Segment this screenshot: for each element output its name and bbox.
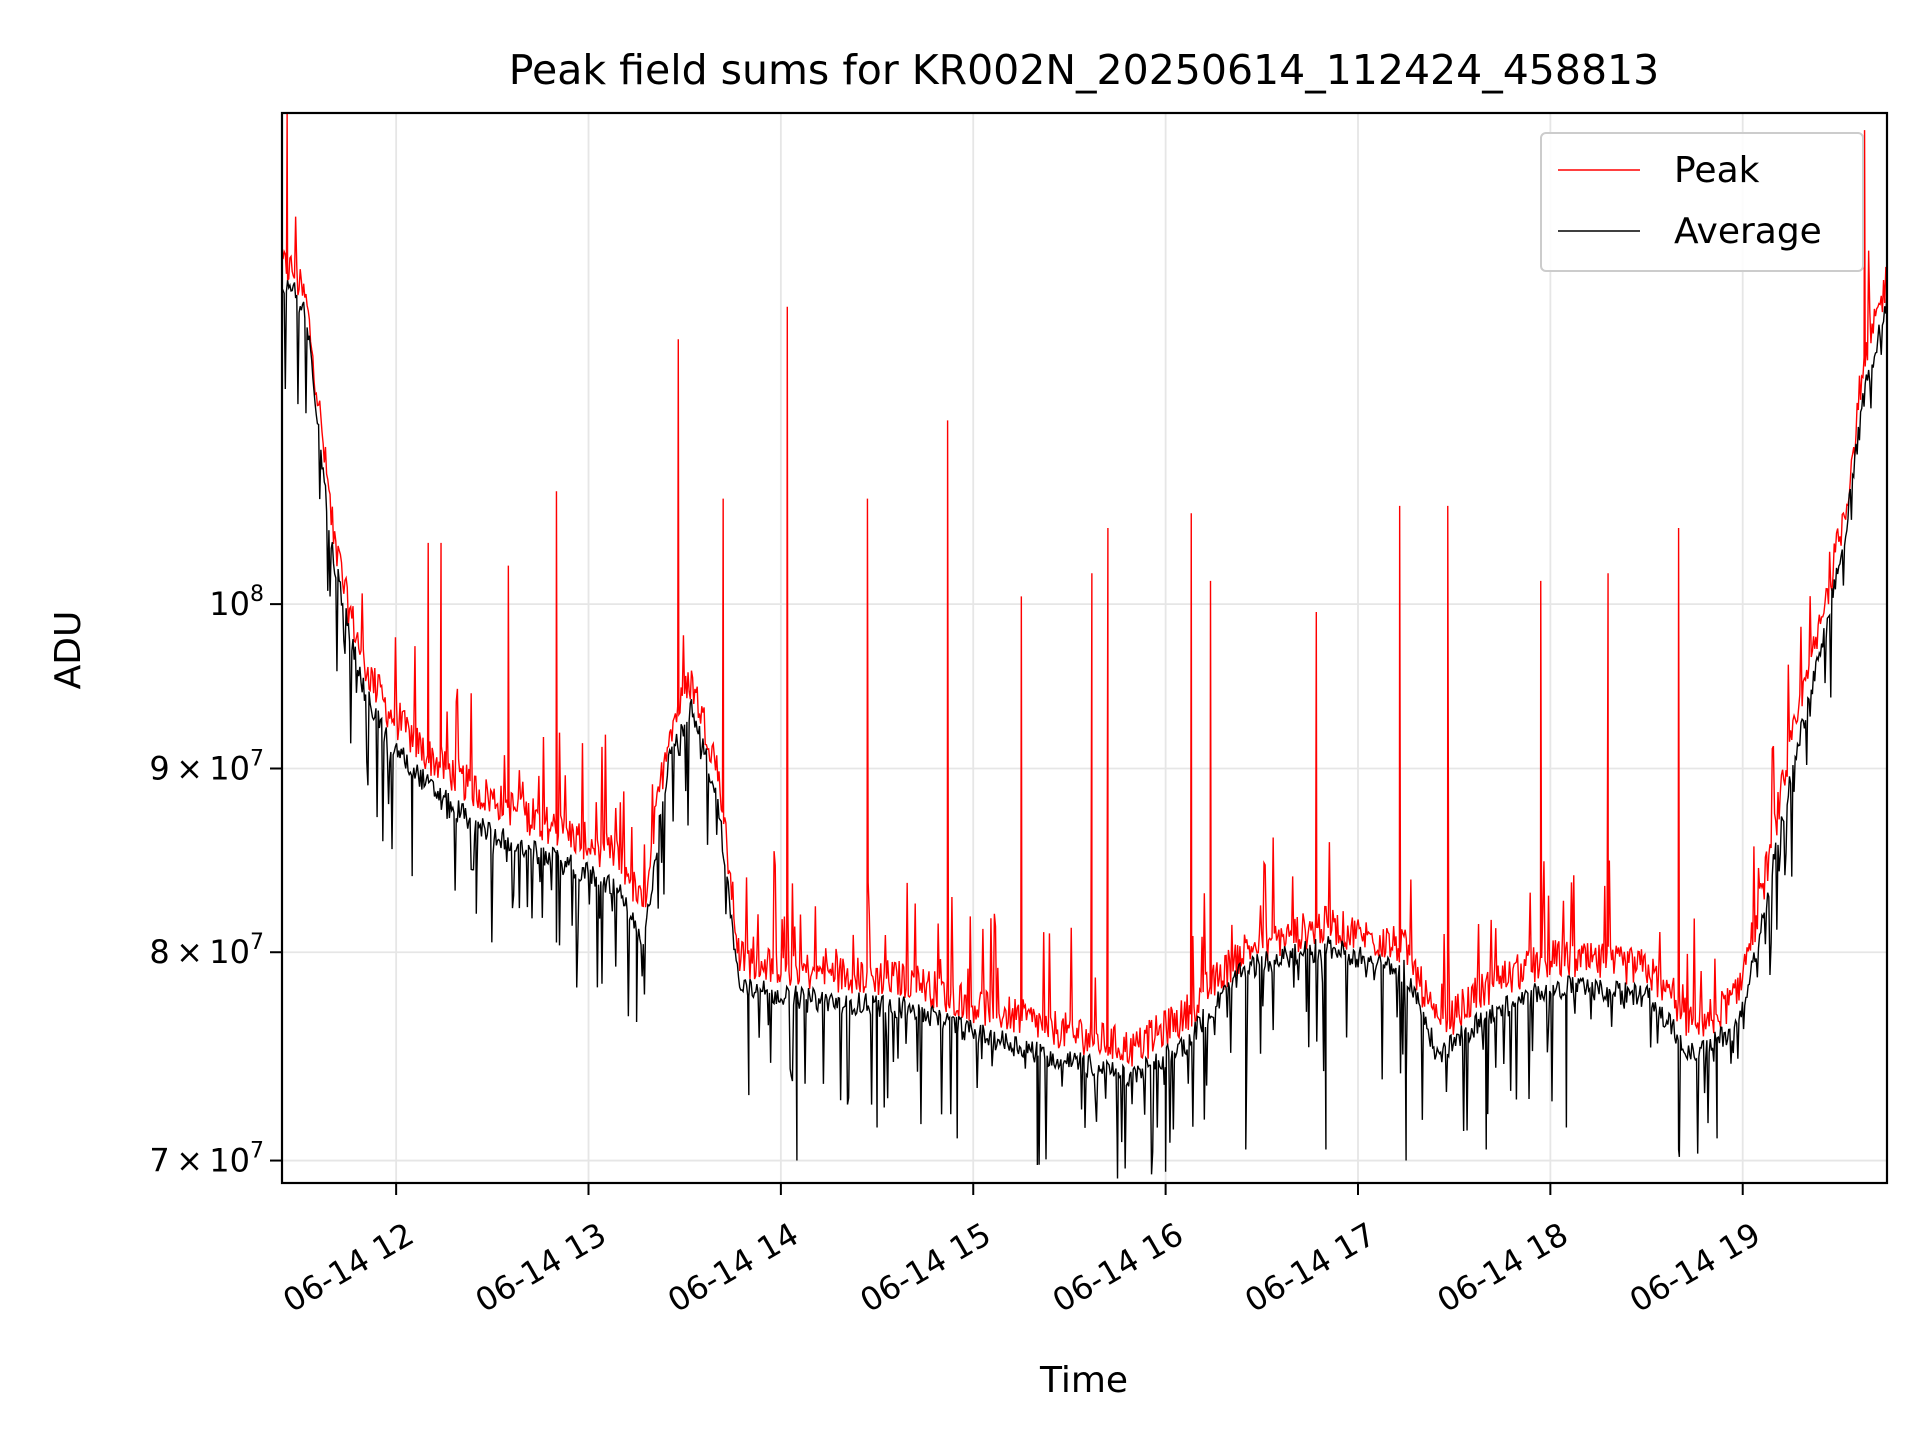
legend: Peak Average [1540, 132, 1864, 272]
y-axis-label: ADU [48, 611, 89, 690]
series-line-peak [282, 113, 1887, 1067]
y-tick-label: 9 × 107 [149, 746, 264, 787]
x-axis-label: Time [1039, 1360, 1128, 1401]
series-line-average [282, 280, 1887, 1179]
y-tick-label: 7 × 107 [149, 1139, 264, 1180]
legend-box [1540, 132, 1864, 272]
legend-label-peak: Peak [1674, 150, 1760, 191]
chart-title: Peak field sums for KR002N_20250614_1124… [509, 46, 1659, 94]
legend-label-average: Average [1674, 211, 1822, 252]
y-tick-label: 8 × 107 [149, 930, 264, 971]
plot-area [282, 113, 1887, 1179]
plot-frame [280, 111, 1889, 1185]
